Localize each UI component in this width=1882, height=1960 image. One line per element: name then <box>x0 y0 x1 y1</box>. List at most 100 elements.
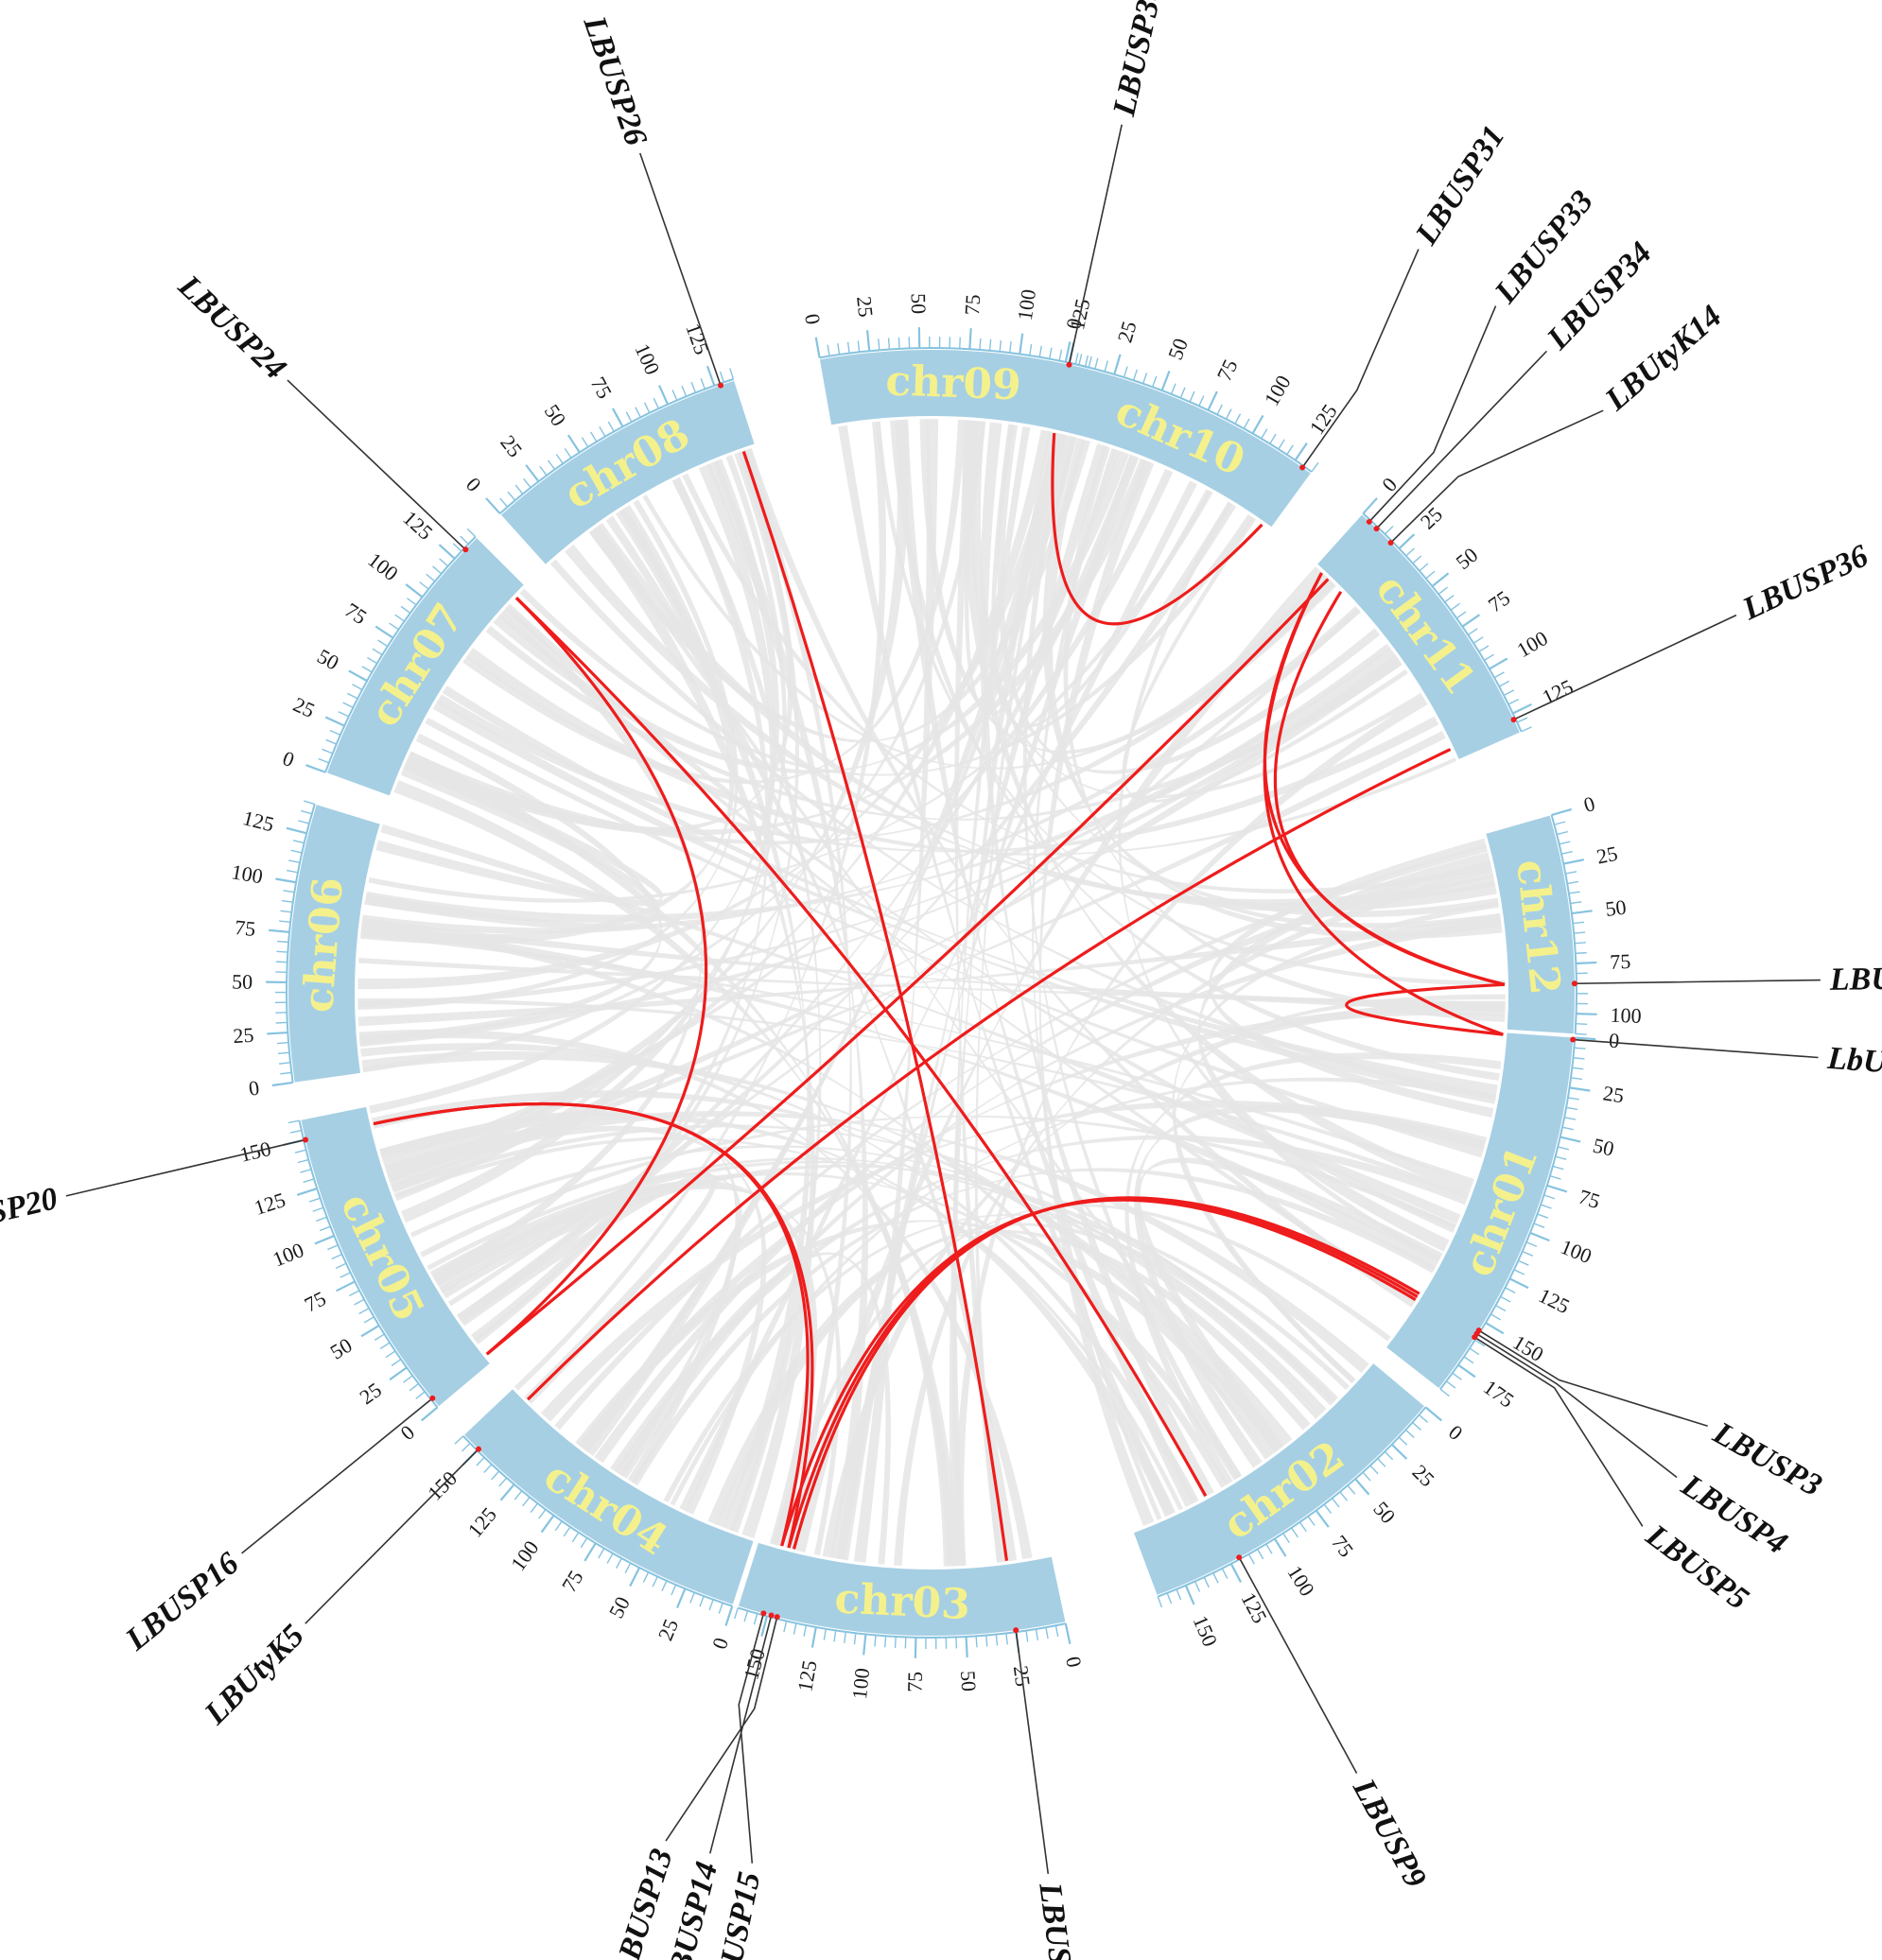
scale-tick <box>554 1520 563 1532</box>
tick-label: 100 <box>1260 371 1296 409</box>
chromosome-label-chr06: chr06 <box>294 876 353 1015</box>
scale-tick <box>1412 555 1422 564</box>
gene-marker-lbusp14 <box>768 1612 775 1619</box>
scale-tick <box>1452 1372 1462 1380</box>
scale-tick <box>1054 1625 1059 1638</box>
tick-label: 50 <box>1452 543 1483 574</box>
scale-tick <box>1521 726 1532 733</box>
scale-tick <box>729 368 735 380</box>
scale-tick <box>522 1497 531 1507</box>
scale-tick <box>335 1262 347 1269</box>
background-link <box>1038 460 1155 1526</box>
scale-tick <box>366 656 378 665</box>
scale-tick <box>988 338 992 351</box>
scale-tick <box>361 666 373 673</box>
gene-marker-lbusp26 <box>718 382 724 389</box>
scale-tick <box>1495 1305 1507 1312</box>
scale-tick <box>308 1197 321 1203</box>
tick-label: 100 <box>1513 626 1552 662</box>
background-link <box>1209 838 1494 1119</box>
scale-tick <box>1269 433 1277 444</box>
scale-tick <box>1573 1057 1585 1060</box>
scale-tick <box>894 1636 897 1648</box>
scale-tick <box>1377 1458 1386 1467</box>
gene-leader-lbutyk5 <box>305 1448 479 1624</box>
scale-tick <box>530 1502 539 1513</box>
scale-tick <box>624 1562 632 1574</box>
scale-tick <box>743 1610 749 1622</box>
duplication-link-lbusp5-lbusp15 <box>780 1198 1417 1547</box>
tick-label: 75 <box>301 1286 330 1316</box>
background-link <box>393 1136 1184 1511</box>
tick-label: 50 <box>1368 1497 1400 1528</box>
tick-label: 125 <box>793 1658 822 1693</box>
scale-tick <box>1518 1259 1529 1266</box>
scale-tick <box>348 669 368 683</box>
scale-tick <box>827 344 830 356</box>
scale-tick <box>1525 1241 1538 1248</box>
scale-tick <box>1543 1194 1556 1200</box>
background-link <box>838 425 1175 1517</box>
gene-marker-lbusp24 <box>462 546 469 553</box>
chromosome-label-chr03: chr03 <box>834 1574 971 1629</box>
chromosome-band-chr03 <box>738 1542 1066 1637</box>
tick-label: 50 <box>313 644 342 675</box>
tick-label: 0 <box>1061 316 1087 331</box>
scale-tick <box>360 1325 380 1338</box>
scale-tick <box>275 1021 288 1024</box>
background-link <box>425 717 1484 1158</box>
scale-tick <box>420 1406 439 1422</box>
background-link <box>1118 501 1441 1262</box>
scale-tick <box>1286 444 1294 456</box>
scale-tick <box>1166 1592 1173 1604</box>
scale-tick <box>1565 1106 1578 1111</box>
gene-marker-lbusp1 <box>1570 1036 1577 1043</box>
gene-marker-lbusp20 <box>303 1136 309 1143</box>
scale-tick <box>1113 354 1122 375</box>
scale-tick <box>1493 671 1505 679</box>
scale-baseline <box>498 378 734 514</box>
scale-tick <box>897 337 900 349</box>
scale-tick <box>283 890 295 893</box>
scale-tick <box>1490 1313 1502 1321</box>
scale-tick <box>1469 1347 1480 1356</box>
scale-tick <box>999 339 1002 352</box>
scale-tick <box>1029 343 1033 356</box>
scale-tick <box>1485 1322 1505 1335</box>
scale-tick <box>1045 1627 1049 1639</box>
scale-tick <box>1058 349 1063 361</box>
gene-marker-lbutyk14 <box>1387 539 1394 546</box>
scale-tick <box>374 1333 385 1341</box>
scale-tick <box>514 484 524 494</box>
scale-tick <box>1225 408 1232 420</box>
scale-tick <box>316 1216 327 1223</box>
duplication-link-lbusp36-lbutyk5 <box>526 748 1452 1401</box>
background-link <box>394 455 787 1202</box>
scale-tick <box>810 1626 817 1648</box>
scale-tick <box>385 1350 396 1359</box>
scale-tick <box>555 454 564 464</box>
scale-tick <box>347 692 358 700</box>
scale-tick <box>405 583 424 598</box>
scale-tick <box>1398 533 1416 550</box>
gene-label-lbusp36: LBUSP36 <box>1736 538 1873 627</box>
gene-leader-lbusp13 <box>665 1616 778 1842</box>
background-link <box>743 447 1417 1308</box>
scale-tick <box>1369 1465 1379 1475</box>
scale-tick <box>460 535 469 545</box>
scale-tick <box>914 1637 917 1658</box>
scale-baseline <box>1157 1406 1427 1598</box>
gene-leader-lbusp33 <box>1368 305 1497 523</box>
scale-tick <box>1574 942 1587 945</box>
background-link <box>549 559 1497 1101</box>
scale-tick <box>635 407 641 418</box>
scale-tick <box>499 1483 515 1501</box>
scale-tick <box>887 338 891 350</box>
duplication-link-lbusp38-lbusp1 <box>1345 982 1506 1036</box>
tick-label: 75 <box>903 1671 928 1692</box>
segmental-duplication-links <box>373 432 1506 1561</box>
scale-tick <box>708 1599 714 1611</box>
background-link <box>357 499 739 1011</box>
scale-tick <box>539 465 548 477</box>
duplication-link-lbusp24-lbusp9 <box>514 597 1208 1497</box>
